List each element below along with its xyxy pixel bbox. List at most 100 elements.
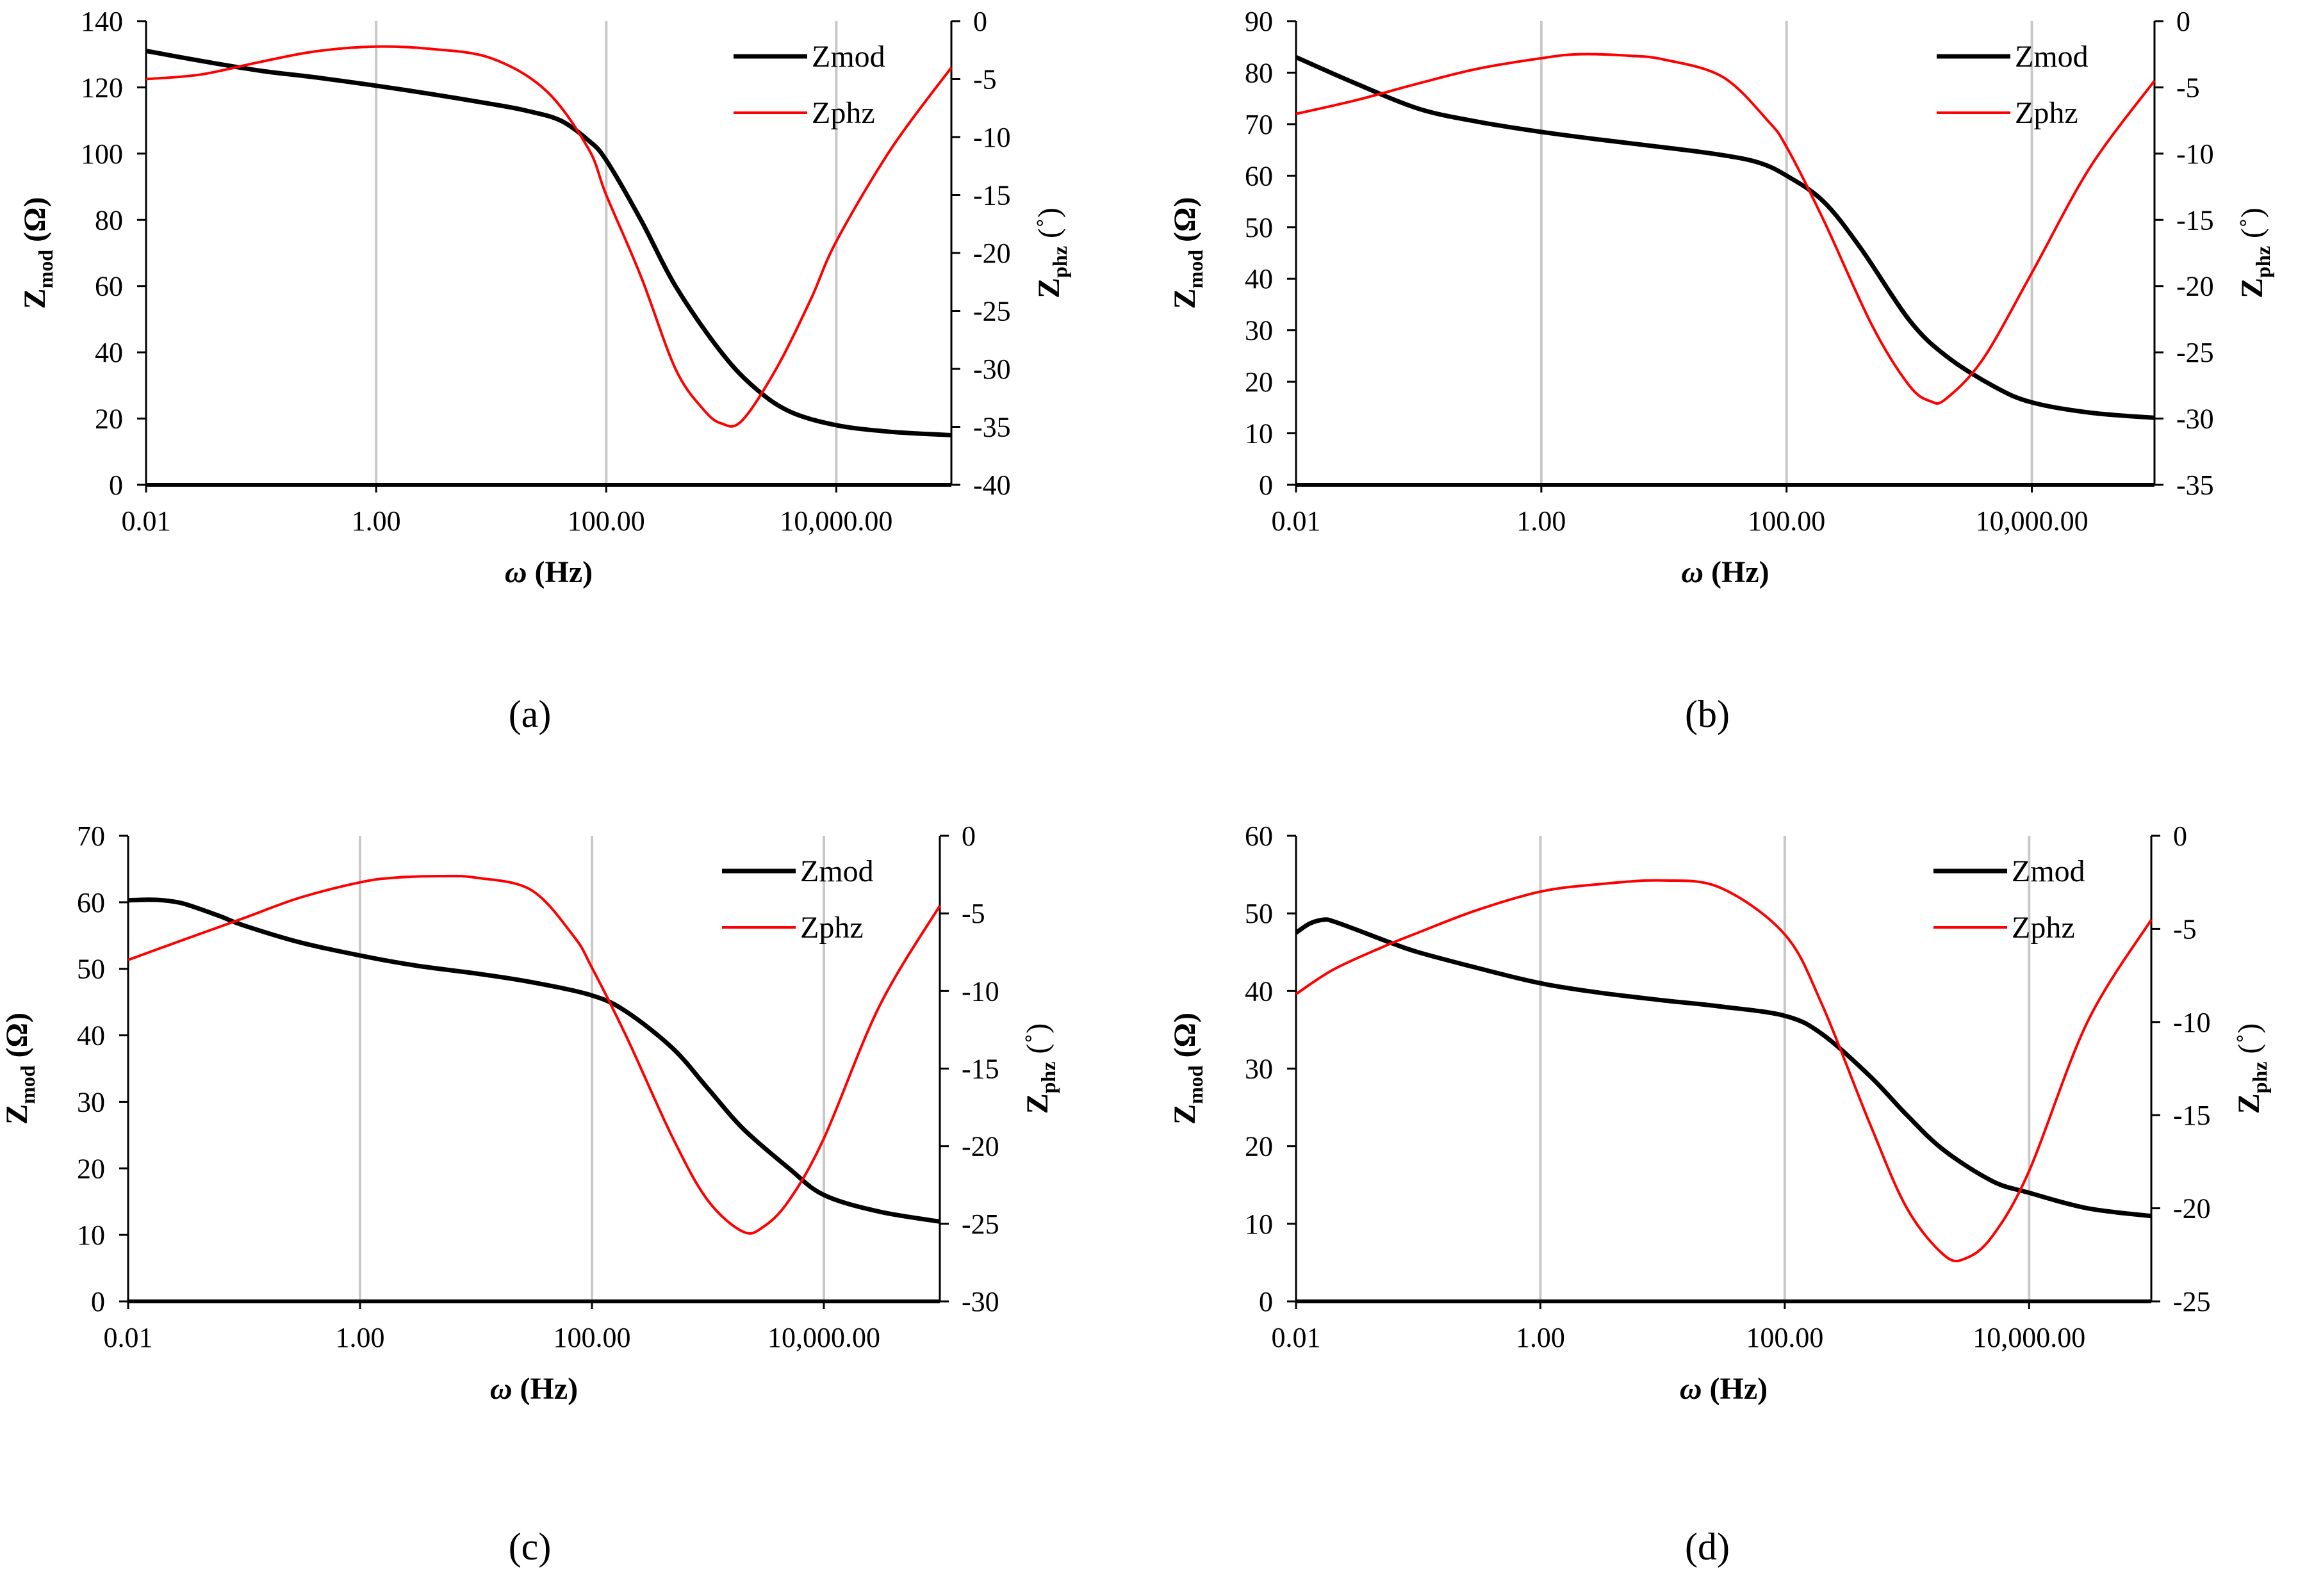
y-left-tick-label: 10 <box>1245 418 1273 450</box>
y-right-tick-label: -40 <box>973 469 1011 501</box>
y-right-tick-label: -20 <box>973 238 1011 269</box>
y-left-axis-sub: mod <box>34 250 57 289</box>
y-left-tick-label: 40 <box>1245 975 1273 1007</box>
y-right-axis-unit: (˚) <box>2235 208 2269 246</box>
y-right-tick-label: -5 <box>2176 72 2200 103</box>
y-right-axis-title: Zphz (˚) <box>1032 208 1071 298</box>
y-left-tick-label: 70 <box>77 820 105 852</box>
panel-label: (a) <box>509 693 552 735</box>
x-axis-unit: (Hz) <box>535 555 593 589</box>
y-right-axis-sub: phz <box>1048 246 1071 278</box>
y-left-tick-label: 20 <box>1245 366 1273 398</box>
y-left-tick-label: 80 <box>1245 57 1273 88</box>
y-left-tick-label: 80 <box>95 204 123 236</box>
y-right-axis-main: Z <box>1021 1093 1055 1114</box>
y-left-axis-sub: mod <box>16 1065 39 1104</box>
y-right-axis-title: Zphz (˚) <box>1021 1023 1060 1114</box>
y-right-axis-main: Z <box>2235 278 2269 298</box>
x-axis-title: ω (Hz) <box>1680 1372 1768 1406</box>
legend-label-zphz: Zphz <box>800 911 864 945</box>
y-left-tick-label: 140 <box>81 6 123 37</box>
x-axis-symbol: ω <box>505 555 527 589</box>
y-left-tick-label: 50 <box>77 954 105 985</box>
series-line-zmod <box>127 897 940 1224</box>
chart-panel-a: 0 20 40 60 80 100 120 140 -40 -35 -30 -25 -20 -15 -10 -… <box>18 6 1071 735</box>
y-left-axis-unit: (Ω) <box>18 197 52 250</box>
series-line-zphz <box>1295 879 2153 1262</box>
y-right-tick-label: 0 <box>973 6 987 37</box>
y-right-tick-label: -25 <box>973 296 1011 327</box>
y-right-tick-label: -25 <box>2176 337 2214 368</box>
y-right-axis-sub: phz <box>1037 1062 1060 1094</box>
y-right-axis-unit: (˚) <box>2232 1023 2266 1062</box>
y-left-tick-label: 0 <box>1259 469 1273 501</box>
y-right-axis-title: Zphz (˚) <box>2232 1023 2271 1114</box>
series-line-zphz <box>1295 53 2156 405</box>
y-left-axis-title: Zmod (Ω) <box>18 197 57 309</box>
x-tick-label: 100.00 <box>568 505 645 537</box>
series-line-zphz <box>145 45 953 428</box>
y-right-tick-label: -20 <box>2173 1193 2211 1225</box>
y-right-tick-label: -30 <box>2176 403 2214 435</box>
y-left-tick-label: 50 <box>1245 212 1273 243</box>
y-left-tick-label: 20 <box>95 403 123 435</box>
x-tick-label: 10,000.00 <box>1973 1322 2085 1353</box>
legend-label-zmod: Zmod <box>800 854 874 888</box>
x-axis-symbol: ω <box>1680 1372 1702 1406</box>
series-line-zphz <box>127 874 941 1235</box>
y-left-tick-label: 30 <box>1245 315 1273 346</box>
x-tick-label: 0.01 <box>1272 1322 1321 1353</box>
y-left-tick-label: 120 <box>81 72 123 103</box>
y-left-axis-unit: (Ω) <box>1168 197 1202 250</box>
y-left-tick-label: 100 <box>81 138 123 170</box>
y-right-tick-label: -10 <box>962 975 999 1007</box>
y-left-axis-unit: (Ω) <box>1168 1013 1202 1065</box>
y-right-tick-label: -10 <box>2173 1007 2211 1038</box>
x-axis-title: ω (Hz) <box>1681 555 1769 589</box>
y-right-tick-label: -15 <box>962 1054 999 1085</box>
y-right-tick-label: -10 <box>2176 138 2214 170</box>
y-right-axis-title: Zphz (˚) <box>2235 208 2274 298</box>
y-left-tick-label: 0 <box>109 469 123 501</box>
y-right-axis-unit: (˚) <box>1021 1023 1055 1062</box>
panel-label: (b) <box>1685 693 1730 735</box>
y-left-tick-label: 60 <box>95 271 123 302</box>
y-right-tick-label: 0 <box>962 820 976 852</box>
x-tick-label: 0.01 <box>1272 505 1321 537</box>
y-left-axis-title: Zmod (Ω) <box>1168 197 1207 309</box>
y-right-tick-label: -35 <box>973 412 1011 443</box>
y-right-tick-label: -30 <box>962 1286 999 1317</box>
x-axis-unit: (Hz) <box>1711 555 1769 589</box>
legend-label-zmod: Zmod <box>2012 854 2085 888</box>
y-left-axis-main: Z <box>1168 288 1202 309</box>
y-right-tick-label: -5 <box>2173 913 2197 945</box>
legend-label-zphz: Zphz <box>2015 96 2078 130</box>
x-tick-label: 100.00 <box>1746 1322 1823 1353</box>
chart-panel-b: 0 10 20 30 40 50 60 70 80 90 -35 -30 -25 -20 -15 -10 -5 0… <box>1168 6 2274 735</box>
legend-label-zmod: Zmod <box>2015 40 2089 74</box>
y-left-axis-title: Zmod (Ω) <box>1168 1013 1207 1125</box>
y-left-tick-label: 30 <box>77 1086 105 1118</box>
y-left-axis-main: Z <box>0 1104 34 1125</box>
panel-label: (d) <box>1685 1526 1730 1568</box>
y-right-tick-label: -35 <box>2176 469 2214 501</box>
x-axis-symbol: ω <box>490 1372 513 1406</box>
chart-panel-c: 0 10 20 30 40 50 60 70 -30 -25 -20 -15 -10 -5 0 0.01 1.0… <box>0 820 1060 1568</box>
y-left-tick-label: 20 <box>1245 1131 1273 1162</box>
y-right-tick-label: -25 <box>2173 1286 2211 1317</box>
legend-label-zmod: Zmod <box>812 40 885 74</box>
y-right-tick-label: -20 <box>962 1131 999 1162</box>
x-tick-label: 0.01 <box>104 1322 153 1353</box>
x-axis-title: ω (Hz) <box>490 1372 578 1406</box>
y-left-axis-title: Zmod (Ω) <box>0 1013 39 1125</box>
y-left-tick-label: 40 <box>95 337 123 368</box>
x-tick-label: 0.01 <box>122 505 171 537</box>
y-right-tick-label: -15 <box>973 180 1011 211</box>
y-left-tick-label: 50 <box>1245 898 1273 929</box>
y-right-axis-sub: phz <box>2248 1062 2271 1094</box>
series-line-zmod <box>145 49 952 437</box>
y-left-axis-sub: mod <box>1184 1065 1207 1104</box>
x-axis-symbol: ω <box>1681 555 1703 589</box>
y-right-tick-label: -30 <box>973 354 1011 385</box>
y-right-tick-label: -20 <box>2176 271 2214 302</box>
